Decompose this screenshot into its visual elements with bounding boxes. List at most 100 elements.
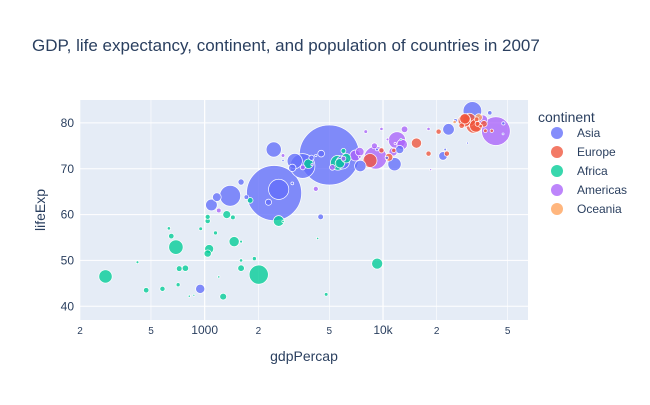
y-tick-label: 40 <box>61 299 75 313</box>
data-point <box>312 186 319 192</box>
data-point <box>426 126 431 131</box>
data-point <box>323 292 329 297</box>
data-point <box>203 249 212 258</box>
data-point <box>205 198 218 212</box>
data-point <box>204 214 211 220</box>
legend-label: Americas <box>577 183 627 197</box>
legend: continent Asia Europe Africa Americas Oceani… <box>538 109 627 216</box>
data-point <box>340 148 347 154</box>
data-point <box>135 260 140 265</box>
data-point <box>219 184 241 207</box>
data-point <box>308 154 315 161</box>
data-point <box>176 265 183 272</box>
x-tick-label: 5 <box>505 326 511 337</box>
data-point <box>391 147 397 153</box>
data-point <box>246 197 254 204</box>
data-points <box>98 101 511 301</box>
data-point <box>483 128 488 133</box>
data-point <box>222 210 232 219</box>
data-point <box>268 178 290 200</box>
data-point <box>357 155 362 159</box>
data-point <box>501 132 505 136</box>
data-point <box>458 122 465 129</box>
y-tick-label: 80 <box>61 116 75 130</box>
data-point <box>219 292 227 301</box>
data-point <box>442 123 455 136</box>
data-point <box>248 264 269 285</box>
data-point <box>354 159 367 173</box>
data-point <box>385 137 390 142</box>
data-point <box>237 178 245 186</box>
data-point <box>379 126 384 131</box>
data-point <box>98 269 113 284</box>
data-point <box>198 226 203 231</box>
data-point <box>400 125 409 133</box>
data-point <box>265 198 272 206</box>
y-tick-label: 60 <box>61 208 75 222</box>
y-axis-ticks: 40 50 60 70 80 <box>61 116 75 313</box>
data-point <box>375 147 379 152</box>
data-point <box>340 155 347 162</box>
data-point <box>187 294 191 298</box>
data-point <box>459 113 471 125</box>
data-point <box>425 150 432 157</box>
data-point <box>395 145 405 154</box>
x-tick-label: 1000 <box>191 323 218 337</box>
data-point <box>501 121 506 126</box>
legend-title: continent <box>538 109 595 125</box>
legend-label: Asia <box>577 126 601 140</box>
data-point <box>384 155 389 160</box>
data-point <box>443 150 450 157</box>
data-point <box>429 168 433 172</box>
data-point <box>362 153 378 168</box>
data-point <box>143 287 150 294</box>
data-point <box>243 194 250 200</box>
data-point <box>216 207 222 214</box>
data-point <box>239 239 243 244</box>
data-point <box>314 153 318 157</box>
data-point <box>363 129 368 134</box>
data-point <box>329 164 336 171</box>
legend-marker <box>551 165 563 177</box>
data-point <box>299 164 306 171</box>
data-point <box>192 293 196 297</box>
data-point <box>435 128 442 135</box>
data-point <box>237 264 245 272</box>
data-point <box>288 163 297 172</box>
data-point <box>265 141 282 158</box>
data-point <box>290 181 295 186</box>
data-point <box>166 226 171 231</box>
data-point <box>217 275 221 279</box>
x-tick-label: 5 <box>148 326 154 337</box>
legend-label: Europe <box>577 145 616 159</box>
data-point <box>280 153 286 158</box>
legend-marker <box>551 203 563 215</box>
data-point <box>473 116 480 122</box>
chart-title: GDP, life expectancy, continent, and pop… <box>32 36 540 55</box>
y-tick-label: 50 <box>61 253 75 267</box>
x-tick-label: 10k <box>373 323 393 337</box>
data-point <box>175 282 181 288</box>
data-point <box>252 256 257 261</box>
data-point <box>212 192 222 202</box>
x-tick-label: 5 <box>327 326 333 337</box>
data-point <box>195 283 206 294</box>
legend-label: Africa <box>577 164 608 178</box>
data-point <box>399 138 403 141</box>
data-point <box>168 233 175 240</box>
x-axis-label: gdpPercap <box>270 348 338 364</box>
data-point <box>466 141 469 145</box>
data-point <box>378 147 385 154</box>
data-point <box>310 163 314 167</box>
data-point <box>487 110 493 116</box>
legend-marker <box>551 184 563 196</box>
data-point <box>181 264 189 272</box>
data-point <box>168 239 184 255</box>
data-point <box>317 213 324 221</box>
data-point <box>371 257 383 270</box>
data-point <box>478 123 483 129</box>
data-point <box>159 285 166 292</box>
data-point <box>228 236 240 248</box>
